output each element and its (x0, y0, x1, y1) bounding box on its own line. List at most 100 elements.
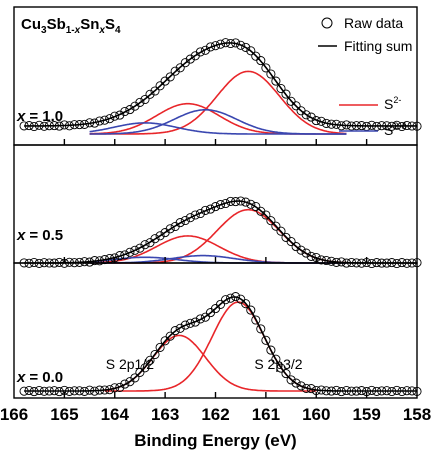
raw-data-point (241, 42, 251, 52)
raw-data-point (175, 63, 185, 73)
raw-data-point (145, 89, 155, 99)
raw-data-point (281, 369, 291, 379)
raw-data-point (215, 39, 226, 49)
raw-data-point (286, 236, 296, 247)
raw-data-point (276, 83, 286, 94)
panel-1 (19, 38, 422, 135)
raw-data-point (276, 226, 286, 236)
raw-data-point (160, 336, 170, 346)
raw-data-point (215, 200, 226, 210)
raw-data-point (180, 215, 190, 226)
raw-data-point (271, 221, 281, 231)
formula-subscript: x (98, 25, 105, 36)
raw-data-point (145, 355, 155, 365)
raw-data-point (306, 251, 316, 261)
legend-s2d-superscript: 2-δ (393, 121, 406, 131)
formula-element: S (105, 16, 115, 33)
raw-data-point (170, 66, 180, 76)
raw-data-point (246, 199, 256, 209)
x-tick-label: 160 (302, 405, 330, 424)
raw-data-point (165, 72, 175, 82)
raw-data-point (140, 363, 150, 373)
formula-subscript: x (74, 25, 81, 36)
raw-data-point (236, 294, 246, 304)
raw-data-point (180, 320, 190, 330)
legend-s2-label: S2- (384, 95, 401, 112)
raw-data-point (205, 204, 216, 214)
panel-label-variable: x (16, 369, 26, 386)
raw-data-point (140, 94, 150, 105)
peak-annotation: S 2p3/2 (254, 356, 302, 372)
raw-data-point (155, 231, 165, 241)
raw-data-point (221, 295, 231, 305)
raw-data-point (221, 198, 231, 209)
formula-element: Sn (80, 16, 99, 33)
raw-data-point (135, 367, 145, 377)
raw-data-point (210, 41, 221, 51)
formula-subscript: 4 (115, 25, 121, 36)
component-s2-curve (89, 70, 347, 135)
fitting-sum-line (24, 296, 417, 392)
raw-data-point (165, 331, 175, 341)
raw-data-point (301, 110, 311, 120)
raw-data-point (110, 111, 120, 121)
formula-element: Sb (47, 16, 66, 33)
raw-data-series (19, 292, 422, 397)
raw-data-point (200, 45, 210, 55)
peak-annotation: S 2p1/2 (106, 356, 154, 372)
legend-raw-label: Raw data (344, 15, 403, 31)
raw-data-point (271, 354, 281, 364)
raw-data-point (256, 324, 266, 334)
raw-data-point (130, 245, 140, 255)
panel-label-value: = 1.0 (29, 108, 63, 125)
raw-data-point (296, 245, 306, 255)
raw-data-point (175, 323, 185, 333)
raw-data-point (311, 116, 321, 126)
raw-data-point (120, 379, 130, 389)
panel-label-value: = 0.5 (29, 227, 63, 244)
raw-data-point (301, 248, 311, 258)
raw-data-point (261, 63, 271, 73)
raw-data-point (286, 375, 296, 385)
raw-data-point (215, 299, 226, 309)
raw-data-point (246, 46, 256, 56)
compound-formula: Cu3Sb1-xSnxS4 (21, 16, 121, 36)
legend-s2-base: S (384, 96, 393, 112)
raw-data-point (286, 96, 296, 106)
raw-data-point (200, 312, 210, 322)
raw-data-point (100, 115, 110, 125)
x-tick-label: 163 (151, 405, 179, 424)
raw-data-point (120, 106, 130, 117)
raw-data-point (185, 54, 195, 64)
raw-data-point (200, 205, 210, 215)
frame-layer (13, 6, 418, 399)
x-tick-label: 158 (403, 405, 431, 424)
raw-data-point (246, 305, 256, 315)
raw-data-point (130, 373, 140, 383)
component-s2-curve (89, 122, 347, 135)
raw-data-point (261, 335, 271, 345)
raw-data-point (241, 299, 251, 309)
x-tick-label: 159 (352, 405, 380, 424)
raw-data-point (135, 243, 145, 253)
raw-data-point (195, 314, 205, 324)
panel-2 (19, 196, 422, 269)
raw-data-point (125, 247, 135, 257)
raw-data-point (185, 318, 195, 328)
raw-data-point (150, 86, 160, 96)
raw-data-point (190, 210, 200, 220)
raw-data-point (266, 345, 276, 355)
raw-data-point (165, 224, 175, 234)
raw-data-point (125, 105, 135, 115)
raw-data-point (195, 208, 205, 219)
fitting-sum-line (24, 200, 417, 264)
raw-data-point (150, 349, 160, 360)
raw-data-point (271, 76, 281, 86)
raw-data-point (281, 89, 291, 99)
raw-data-point (241, 197, 251, 207)
raw-data-point (195, 47, 205, 57)
x-tick-label: 166 (0, 405, 28, 424)
raw-data-point (266, 216, 276, 226)
raw-data-point (316, 116, 326, 126)
